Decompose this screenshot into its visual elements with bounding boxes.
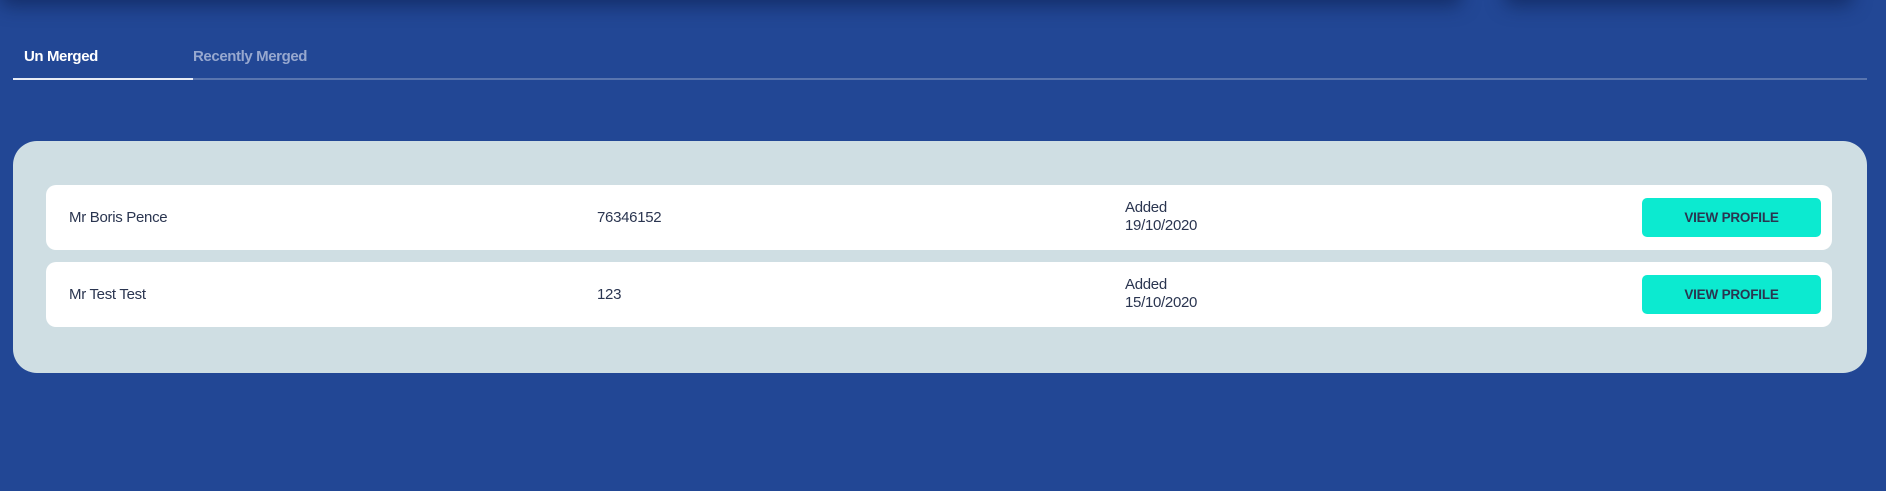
record-added: Added 15/10/2020 [1125,276,1197,312]
tab-bar: Un Merged Recently Merged [13,44,1867,80]
added-label: Added [1125,199,1167,216]
record-number: 123 [597,286,622,303]
record-name: Mr Boris Pence [69,209,168,226]
record-number: 76346152 [597,209,662,226]
added-date: 15/10/2020 [1125,294,1198,311]
record-row: Mr Boris Pence 76346152 Added 19/10/2020… [46,185,1832,250]
tab-un-merged[interactable]: Un Merged [13,48,193,80]
added-label: Added [1125,276,1167,293]
added-date: 19/10/2020 [1125,217,1198,234]
record-row: Mr Test Test 123 Added 15/10/2020 VIEW P… [46,262,1832,327]
tab-recently-merged[interactable]: Recently Merged [193,48,308,65]
view-profile-button[interactable]: VIEW PROFILE [1642,198,1821,237]
records-panel: Mr Boris Pence 76346152 Added 19/10/2020… [13,141,1867,373]
record-name: Mr Test Test [69,286,146,303]
view-profile-button[interactable]: VIEW PROFILE [1642,275,1821,314]
record-added: Added 19/10/2020 [1125,199,1197,235]
